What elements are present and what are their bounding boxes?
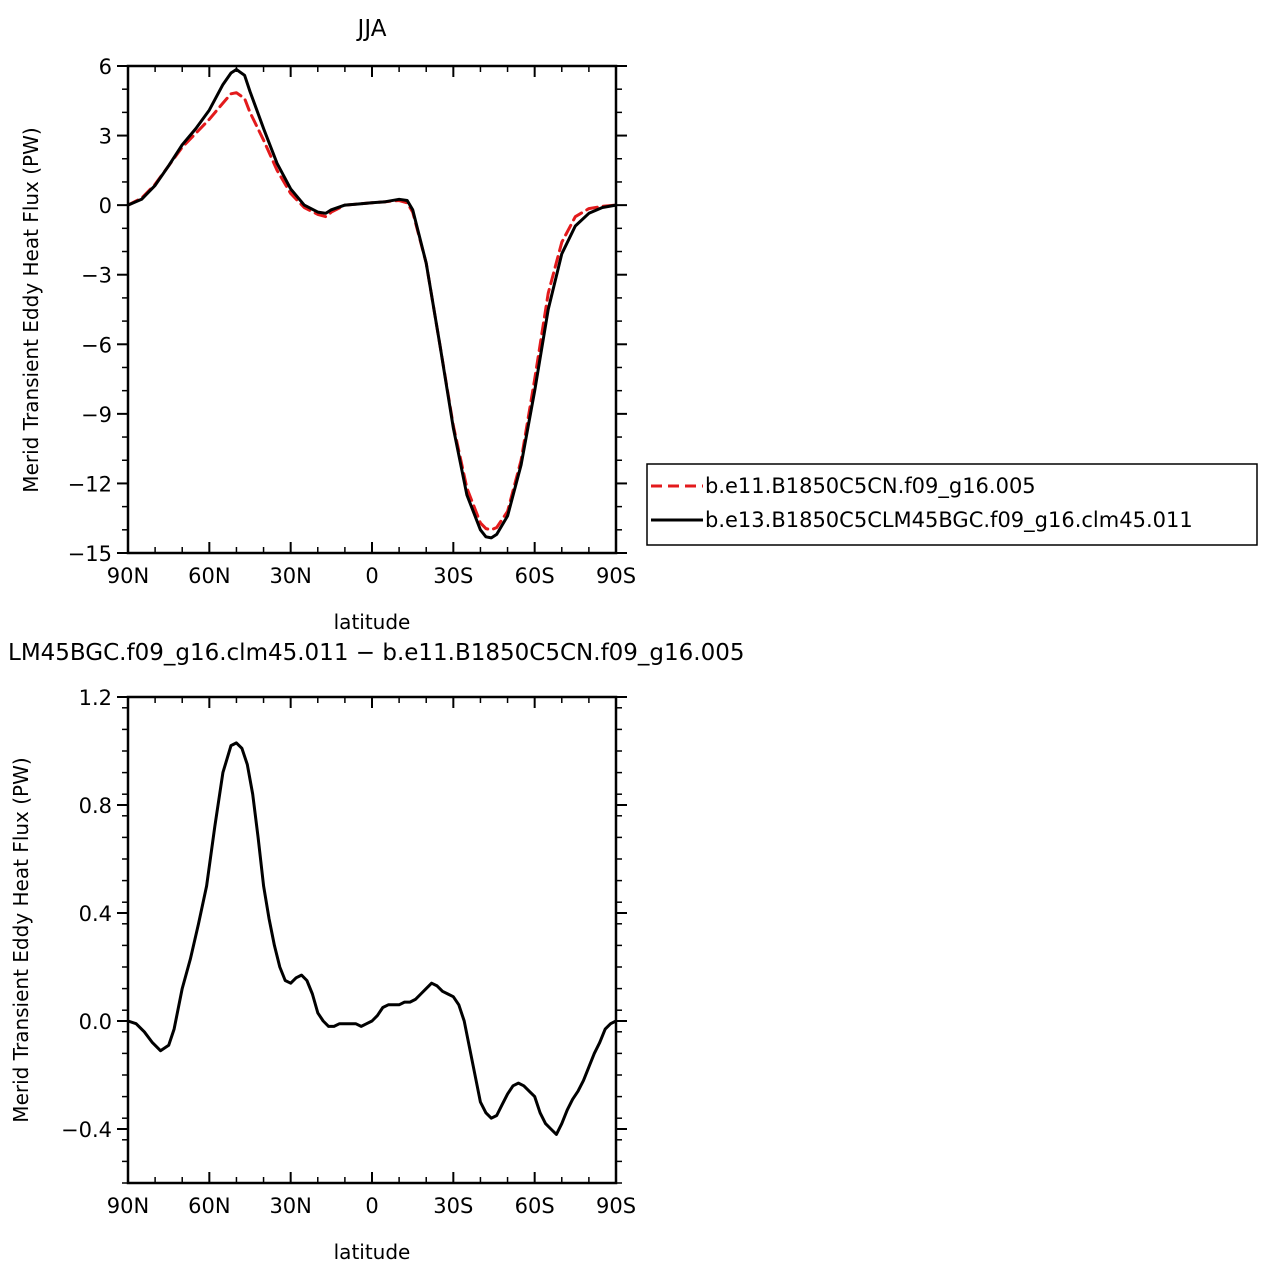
legend-label-cn: b.e11.B1850C5CN.f09_g16.005 xyxy=(705,474,1036,499)
top-y-axis-label: Merid Transient Eddy Heat Flux (PW) xyxy=(19,127,43,492)
top-y-tick-label: 0 xyxy=(99,194,112,218)
top-x-tick-label: 60S xyxy=(515,564,555,588)
bottom-x-tick-label: 30N xyxy=(269,1194,311,1218)
bottom-x-tick-label: 90N xyxy=(107,1194,149,1218)
bottom-x-tick-label: 0 xyxy=(365,1194,378,1218)
top-series-group xyxy=(126,68,618,540)
bottom-y-tick-label: 1.2 xyxy=(79,686,112,710)
bottom-series-group xyxy=(126,741,618,1136)
bottom-ticks-group: 90N 60N 30N 0 30S 60S 90S 1.2 0.8 0.4 0.0 −0.4 xyxy=(61,686,636,1218)
bottom-x-tick-label: 30S xyxy=(433,1194,473,1218)
top-ticks-group: 90N 60N 30N 0 30S 60S 90S 6 3 0 −3 −6 −9 −12 −15 xyxy=(68,55,636,588)
top-x-tick-label: 60N xyxy=(188,564,230,588)
bottom-y-axis-label: Merid Transient Eddy Heat Flux (PW) xyxy=(9,757,33,1122)
bottom-y-tick-label: 0.0 xyxy=(79,1010,112,1034)
top-series-line-1 xyxy=(126,68,618,540)
top-y-tick-label: −3 xyxy=(81,264,112,288)
bottom-plot-area: 90N 60N 30N 0 30S 60S 90S 1.2 0.8 0.4 0.0 −0.4 xyxy=(61,686,636,1218)
bottom-x-tick-label: 90S xyxy=(596,1194,636,1218)
top-y-tick-label: −9 xyxy=(81,403,112,427)
legend-frame xyxy=(646,463,1258,546)
bottom-series-line-0 xyxy=(126,741,618,1136)
top-x-tick-label: 90N xyxy=(107,564,149,588)
top-x-tick-label: 30N xyxy=(269,564,311,588)
top-x-tick-label: 0 xyxy=(365,564,378,588)
top-panel: JJA 90N 60N 30N 0 30S 60S 90S 6 3 0 −3 −6 −9 −12 −15 l… xyxy=(19,16,1258,634)
bottom-plot-frame xyxy=(126,695,618,1185)
bottom-y-tick-label: 0.4 xyxy=(79,902,112,926)
top-y-tick-label: −12 xyxy=(68,472,112,496)
top-plot-frame xyxy=(126,64,618,555)
bottom-x-tick-label: 60N xyxy=(188,1194,230,1218)
bottom-y-tick-label: 0.8 xyxy=(79,794,112,818)
top-x-axis-label: latitude xyxy=(334,610,411,634)
legend: b.e11.B1850C5CN.f09_g16.005 b.e13.B1850C… xyxy=(646,463,1258,546)
top-y-tick-label: 3 xyxy=(99,125,112,149)
legend-label-clm45: b.e13.B1850C5CLM45BGC.f09_g16.clm45.011 xyxy=(705,508,1193,533)
bottom-x-tick-label: 60S xyxy=(515,1194,555,1218)
top-chart-title: JJA xyxy=(356,16,387,42)
top-y-tick-label: 6 xyxy=(99,55,112,79)
top-y-tick-label: −6 xyxy=(81,333,112,357)
bottom-panel: LM45BGC.f09_g16.clm45.011 − b.e11.B1850C… xyxy=(8,640,745,1264)
top-x-tick-label: 90S xyxy=(596,564,636,588)
top-series-line-0 xyxy=(126,91,618,532)
top-plot-area: 90N 60N 30N 0 30S 60S 90S 6 3 0 −3 −6 −9 −12 −15 xyxy=(68,55,636,588)
bottom-x-axis-label: latitude xyxy=(334,1240,411,1264)
top-y-tick-label: −15 xyxy=(68,542,112,566)
bottom-chart-title: LM45BGC.f09_g16.clm45.011 − b.e11.B1850C… xyxy=(8,640,745,666)
top-x-tick-label: 30S xyxy=(433,564,473,588)
bottom-y-tick-label: −0.4 xyxy=(61,1118,112,1142)
